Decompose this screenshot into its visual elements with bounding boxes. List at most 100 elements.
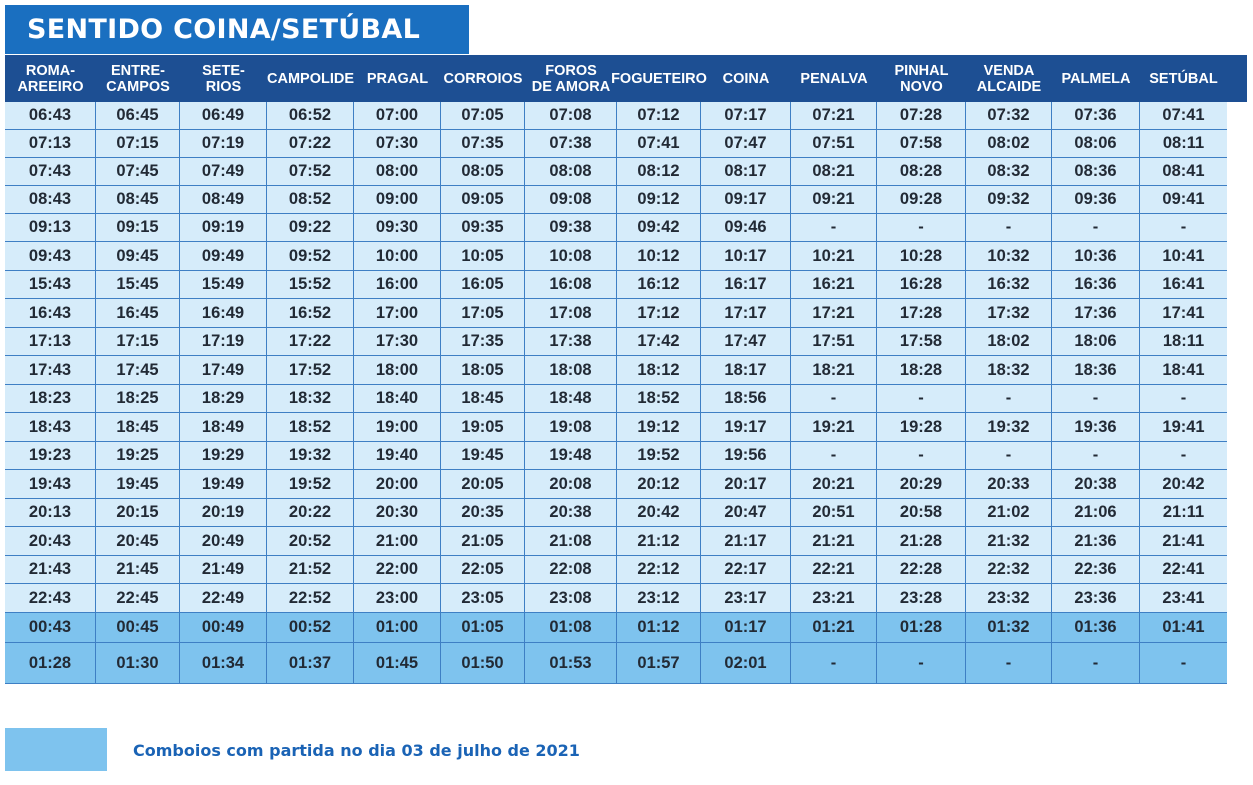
time-cell: 17:49 — [180, 356, 267, 385]
table-header: ROMA- AREEIRO ENTRE- CAMPOS SETE- RIOS CAMP… — [5, 55, 1247, 102]
time-cell: - — [877, 385, 966, 413]
time-cell: - — [1052, 643, 1140, 684]
time-cell: 07:52 — [267, 158, 354, 186]
time-cell: 18:43 — [5, 413, 96, 442]
time-cell: 02:01 — [701, 643, 791, 684]
time-cell: 16:43 — [5, 299, 96, 328]
time-cell: 18:00 — [354, 356, 441, 385]
time-cell: 18:21 — [791, 356, 877, 385]
time-cell: 06:43 — [5, 102, 96, 130]
time-cell: 20:19 — [180, 499, 267, 527]
time-cell: 19:29 — [180, 442, 267, 470]
time-cell: 18:48 — [525, 385, 617, 413]
time-cell: 08:49 — [180, 186, 267, 214]
time-cell: 07:41 — [617, 130, 701, 158]
table-row: 15:43 15:45 15:49 15:52 16:00 16:05 16:08 16:12… — [5, 271, 1247, 299]
time-cell: 18:52 — [617, 385, 701, 413]
time-cell: 09:05 — [441, 186, 525, 214]
legend-swatch — [5, 728, 107, 771]
time-cell: 09:45 — [96, 242, 180, 271]
table-row: 18:43 18:45 18:49 18:52 19:00 19:05 19:08 19:12… — [5, 413, 1247, 442]
time-cell: 16:41 — [1140, 271, 1227, 299]
time-cell: 16:36 — [1052, 271, 1140, 299]
time-cell: 17:45 — [96, 356, 180, 385]
time-cell: 16:12 — [617, 271, 701, 299]
time-cell: 09:52 — [267, 242, 354, 271]
time-cell: 16:49 — [180, 299, 267, 328]
time-cell: 21:00 — [354, 527, 441, 556]
time-cell: 07:58 — [877, 130, 966, 158]
column-header: SETE- RIOS — [202, 62, 245, 95]
time-cell: 16:45 — [96, 299, 180, 328]
table-row: 20:13 20:15 20:19 20:22 20:30 20:35 20:38 20:42… — [5, 499, 1247, 527]
time-cell: 21:36 — [1052, 527, 1140, 556]
time-cell: 16:32 — [966, 271, 1052, 299]
time-cell: 23:36 — [1052, 584, 1140, 613]
time-cell: 21:52 — [267, 556, 354, 584]
time-cell: 08:00 — [354, 158, 441, 186]
time-cell: 08:05 — [441, 158, 525, 186]
time-cell: 21:02 — [966, 499, 1052, 527]
table-row: 16:43 16:45 16:49 16:52 17:00 17:05 17:08 17:12… — [5, 299, 1247, 328]
time-cell: 18:25 — [96, 385, 180, 413]
time-cell: 01:30 — [96, 643, 180, 684]
time-cell: 20:15 — [96, 499, 180, 527]
time-cell: 20:42 — [1140, 470, 1227, 499]
time-cell: 23:08 — [525, 584, 617, 613]
time-cell: 18:49 — [180, 413, 267, 442]
time-cell: - — [1140, 385, 1227, 413]
time-cell: 08:41 — [1140, 158, 1227, 186]
time-cell: 16:28 — [877, 271, 966, 299]
time-cell: 18:45 — [96, 413, 180, 442]
time-cell: 21:08 — [525, 527, 617, 556]
time-cell: 01:12 — [617, 613, 701, 643]
time-cell: 09:12 — [617, 186, 701, 214]
table-row: 09:13 09:15 09:19 09:22 09:30 09:35 09:38 09:42… — [5, 214, 1247, 242]
time-cell: 20:43 — [5, 527, 96, 556]
time-cell: 07:19 — [180, 130, 267, 158]
column-header: FOROS DE AMORA — [531, 62, 611, 95]
time-cell: 23:12 — [617, 584, 701, 613]
time-cell: 17:30 — [354, 328, 441, 356]
time-cell: 19:43 — [5, 470, 96, 499]
time-cell: 20:52 — [267, 527, 354, 556]
time-cell: 22:45 — [96, 584, 180, 613]
time-cell: 19:17 — [701, 413, 791, 442]
time-cell: 09:42 — [617, 214, 701, 242]
time-cell: 01:53 — [525, 643, 617, 684]
time-cell: - — [1052, 442, 1140, 470]
table-row: 21:43 21:45 21:49 21:52 22:00 22:05 22:08 22:12… — [5, 556, 1247, 584]
table-row: 07:43 07:45 07:49 07:52 08:00 08:05 08:08 08:12… — [5, 158, 1247, 186]
time-cell: 22:36 — [1052, 556, 1140, 584]
time-cell: 17:22 — [267, 328, 354, 356]
time-cell: 09:32 — [966, 186, 1052, 214]
time-cell: 07:41 — [1140, 102, 1227, 130]
time-cell: 01:17 — [701, 613, 791, 643]
time-cell: 09:15 — [96, 214, 180, 242]
time-cell: 01:50 — [441, 643, 525, 684]
time-cell: 20:45 — [96, 527, 180, 556]
time-cell: - — [966, 442, 1052, 470]
table-row: 00:43 00:45 00:49 00:52 01:00 01:05 01:08 01:12… — [5, 613, 1247, 643]
time-cell: 10:12 — [617, 242, 701, 271]
time-cell: 17:58 — [877, 328, 966, 356]
time-cell: 09:21 — [791, 186, 877, 214]
time-cell: 07:12 — [617, 102, 701, 130]
time-cell: 17:51 — [791, 328, 877, 356]
time-cell: 18:56 — [701, 385, 791, 413]
time-cell: 18:17 — [701, 356, 791, 385]
time-cell: 21:32 — [966, 527, 1052, 556]
time-cell: 17:38 — [525, 328, 617, 356]
time-cell: 16:05 — [441, 271, 525, 299]
time-cell: 22:12 — [617, 556, 701, 584]
time-cell: 19:45 — [441, 442, 525, 470]
time-cell: 19:45 — [96, 470, 180, 499]
time-cell: 22:17 — [701, 556, 791, 584]
time-cell: 18:41 — [1140, 356, 1227, 385]
time-cell: 09:13 — [5, 214, 96, 242]
time-cell: 20:21 — [791, 470, 877, 499]
time-cell: 16:00 — [354, 271, 441, 299]
time-cell: 20:49 — [180, 527, 267, 556]
column-header: PALMELA — [1061, 70, 1131, 87]
time-cell: 19:23 — [5, 442, 96, 470]
